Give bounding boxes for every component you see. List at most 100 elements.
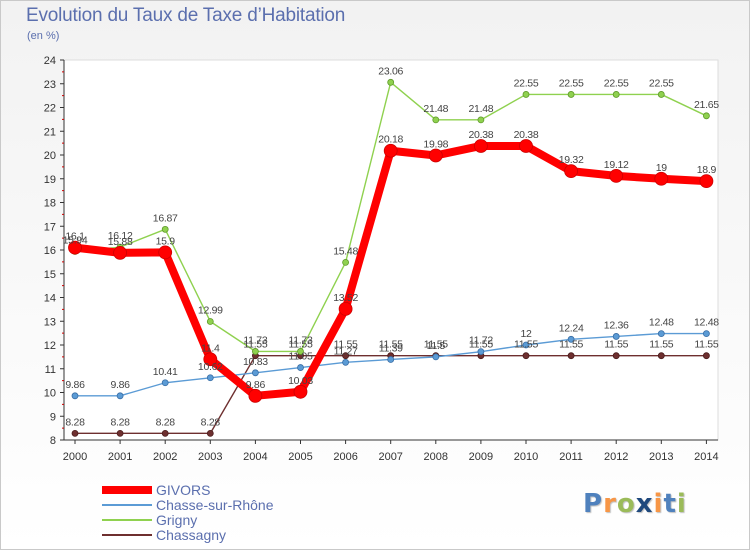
- legend-item-givors[interactable]: GIVORS: [102, 483, 362, 498]
- data-label-grigny: 22.55: [604, 77, 629, 89]
- x-tick-label: 2007: [378, 451, 402, 463]
- data-point-givors: [519, 139, 533, 153]
- data-point-givors: [203, 352, 218, 367]
- y-tick-label: 16: [44, 245, 56, 257]
- data-point-grigny: [612, 91, 620, 98]
- data-point-givors: [383, 143, 398, 158]
- data-label-givors: 11.4: [201, 342, 220, 354]
- x-tick-label: 2001: [108, 451, 132, 463]
- data-point-givors: [248, 388, 263, 403]
- legend-item-chasse-sur-rhone[interactable]: Chasse-sur-Rhône: [102, 498, 362, 513]
- data-label-givors: 19.98: [423, 138, 448, 150]
- data-point-givors: [68, 240, 82, 255]
- data-label-givors: 10.03: [288, 375, 313, 387]
- logo-letter: o: [616, 489, 636, 519]
- data-label-chassagny: 11.55: [424, 339, 448, 351]
- x-tick-label: 2010: [514, 451, 538, 463]
- legend-swatch-chasse-sur-rhone: [102, 504, 152, 506]
- data-label-chasse-sur-rhone: 10.83: [243, 356, 268, 368]
- data-label-chassagny: 11.55: [694, 339, 718, 351]
- data-point-chasse-sur-rhone: [161, 379, 169, 387]
- data-label-chassagny: 11.55: [514, 339, 538, 351]
- data-label-givors: 13.52: [333, 292, 358, 304]
- data-label-givors: 20.38: [469, 129, 494, 141]
- data-label-grigny: 22.55: [514, 77, 539, 89]
- data-label-givors: 15.9: [156, 235, 176, 247]
- data-point-givors: [609, 168, 624, 183]
- data-point-chasse-sur-rhone: [703, 330, 710, 338]
- y-tick-label: 11: [45, 364, 56, 376]
- logo-letter: x: [635, 489, 654, 519]
- data-label-grigny: 11.73: [243, 334, 267, 346]
- data-label-chasse-sur-rhone: 10.62: [198, 361, 223, 373]
- data-label-chassagny: 8.28: [110, 416, 130, 428]
- data-point-chasse-sur-rhone: [657, 330, 665, 338]
- y-tick-label: 23: [44, 79, 56, 91]
- data-label-grigny: 16.87: [153, 212, 178, 224]
- legend: GIVORS Chasse-sur-Rhône Grigny Chassagny: [102, 483, 362, 543]
- data-point-chasse-sur-rhone: [522, 341, 530, 349]
- y-tick-label: 14: [44, 293, 56, 305]
- data-point-givors: [654, 171, 669, 186]
- data-label-chassagny: 8.28: [201, 416, 221, 428]
- data-label-givors: 15.88: [108, 236, 133, 248]
- y-tick-label: 9: [50, 411, 56, 423]
- chart-subtitle: (en %): [27, 30, 60, 42]
- data-point-givors: [428, 148, 443, 163]
- data-label-givors: 16.1: [65, 231, 85, 243]
- data-point-chassagny: [522, 352, 530, 360]
- data-label-givors: 19.32: [559, 154, 584, 166]
- data-label-givors: 20.18: [378, 134, 403, 146]
- data-label-chasse-sur-rhone: 12.48: [649, 317, 674, 329]
- data-point-chasse-sur-rhone: [387, 356, 395, 363]
- data-point-chassagny: [567, 352, 575, 360]
- data-label-chassagny: 8.28: [65, 416, 85, 428]
- y-tick-label: 22: [44, 103, 56, 115]
- data-point-chasse-sur-rhone: [477, 348, 485, 356]
- data-label-givors: 18.9: [697, 164, 717, 176]
- data-label-givors: 20.38: [514, 129, 539, 141]
- data-label-grigny: 11.73: [289, 334, 313, 346]
- data-point-chasse-sur-rhone: [297, 364, 304, 371]
- data-point-grigny: [657, 91, 665, 98]
- data-label-chassagny: 11.55: [289, 339, 313, 351]
- data-label-chassagny: 11.55: [379, 339, 403, 351]
- data-point-grigny: [477, 116, 485, 124]
- data-label-chasse-sur-rhone: 12: [520, 328, 532, 340]
- data-point-givors: [113, 245, 127, 260]
- y-tick-label: 13: [44, 316, 56, 328]
- y-tick-label: 18: [44, 198, 56, 210]
- data-point-grigny: [161, 225, 169, 233]
- y-tick-label: 15: [44, 269, 56, 281]
- legend-item-grigny[interactable]: Grigny: [102, 513, 362, 528]
- legend-label-chassagny: Chassagny: [156, 527, 227, 543]
- data-point-chasse-sur-rhone: [206, 374, 214, 382]
- data-label-chassagny: 11.55: [649, 339, 673, 351]
- data-label-chasse-sur-rhone: 11.27: [334, 345, 358, 357]
- data-label-chasse-sur-rhone: 11.72: [469, 335, 493, 347]
- data-label-givors: 19: [656, 162, 668, 174]
- data-label-givors: 9.86: [246, 379, 266, 391]
- y-tick-label: 19: [44, 174, 56, 186]
- data-label-chassagny: 11.55: [604, 339, 628, 351]
- data-point-chasse-sur-rhone: [432, 353, 440, 361]
- data-point-chasse-sur-rhone: [71, 392, 79, 400]
- data-label-chasse-sur-rhone: 11.39: [379, 342, 403, 354]
- data-label-grigny: 23.06: [378, 65, 403, 77]
- data-label-chasse-sur-rhone: 11.05: [289, 351, 313, 363]
- data-point-chassagny: [206, 429, 214, 437]
- logo-letter: i: [653, 489, 664, 519]
- x-tick-label: 2006: [333, 451, 357, 463]
- legend-item-chassagny[interactable]: Chassagny: [102, 528, 362, 543]
- data-label-grigny: 22.55: [649, 77, 674, 89]
- x-tick-label: 2003: [198, 451, 222, 463]
- legend-label-chasse-sur-rhone: Chasse-sur-Rhône: [156, 497, 274, 513]
- x-tick-label: 2013: [649, 451, 673, 463]
- legend-swatch-givors: [102, 486, 152, 494]
- y-tick-label: 12: [44, 340, 56, 352]
- proxiti-logo[interactable]: Proxiti: [583, 489, 687, 519]
- data-point-chasse-sur-rhone: [116, 392, 124, 400]
- chart-title: Evolution du Taux de Taxe d’Habitation: [26, 5, 346, 26]
- x-tick-label: 2012: [604, 451, 628, 463]
